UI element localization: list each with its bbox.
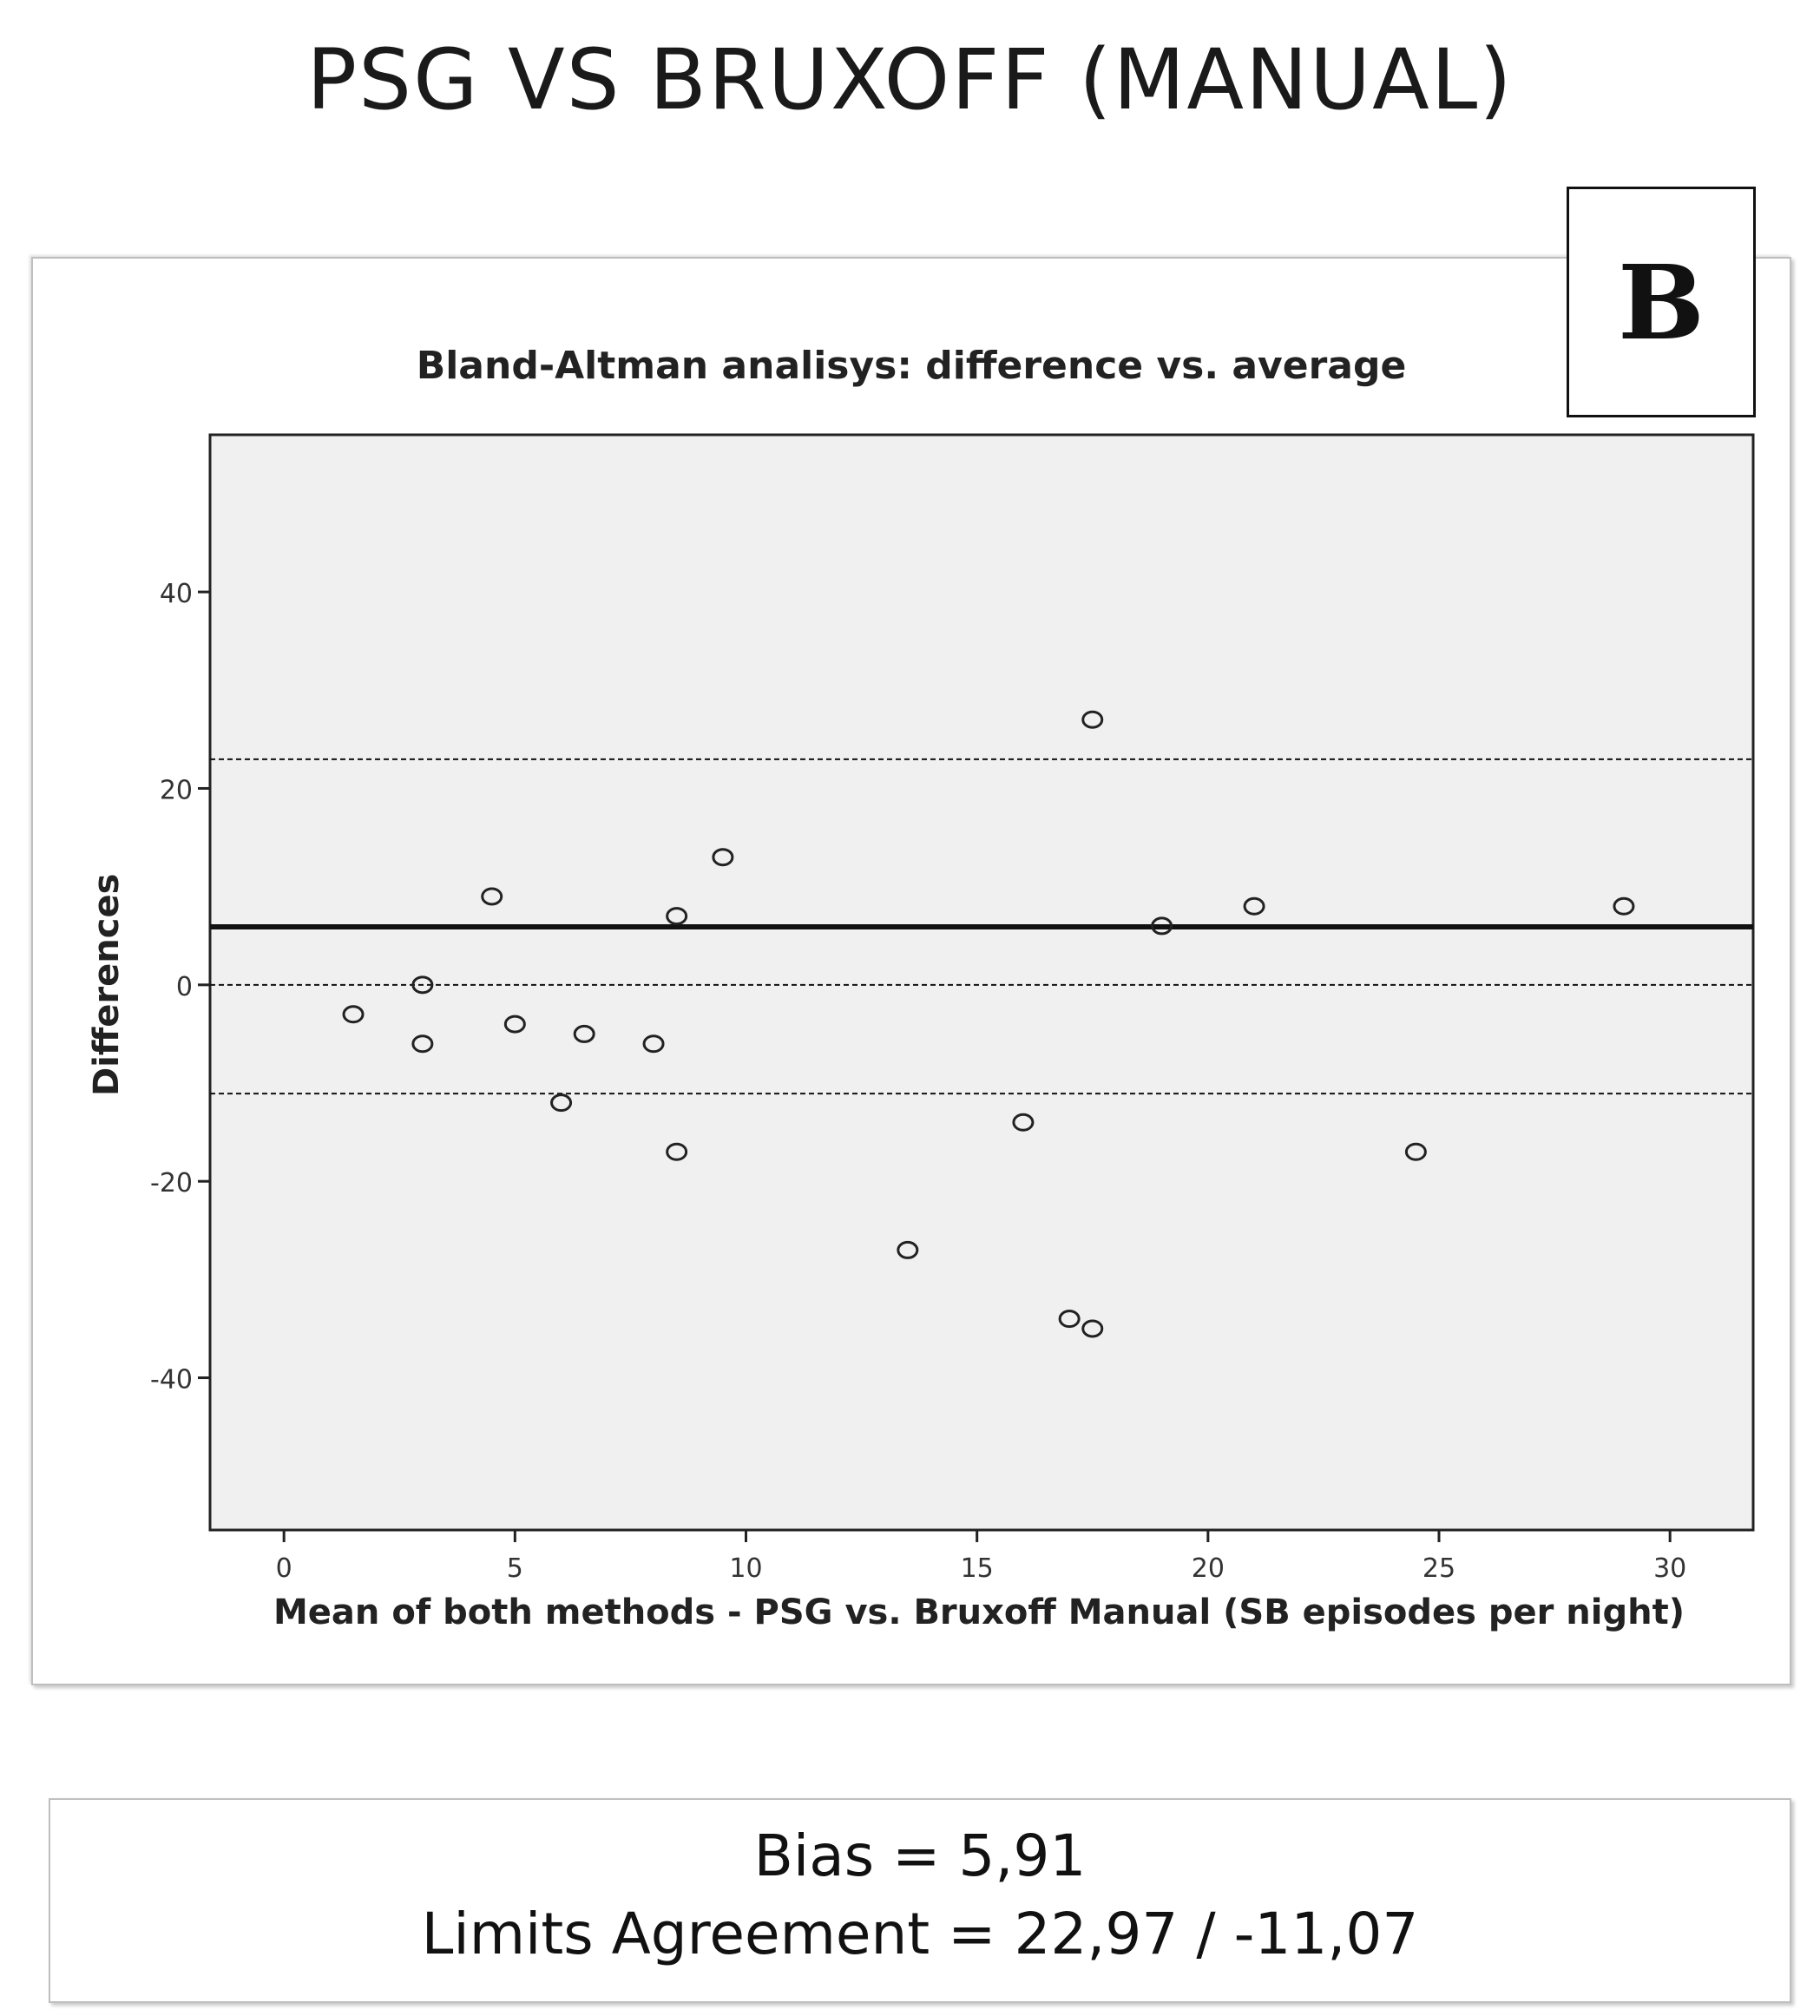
data-point	[1058, 1310, 1081, 1329]
data-point	[666, 907, 688, 926]
data-point	[1151, 916, 1173, 936]
y-axis-label: Differences	[87, 874, 127, 1096]
data-point	[481, 887, 503, 906]
bland-altman-chart: Bland-Altman analisys: difference vs. av…	[87, 344, 1755, 1632]
data-point	[573, 1024, 595, 1043]
data-point	[1243, 896, 1265, 916]
panel-label: B	[1567, 187, 1756, 417]
data-point	[1012, 1113, 1035, 1132]
limits-agreement-text: Limits Agreement = 22,97 / -11,07	[421, 1901, 1419, 1967]
data-point	[642, 1034, 665, 1054]
data-point	[1081, 710, 1104, 729]
chart-title: Bland-Altman analisys: difference vs. av…	[417, 344, 1407, 388]
data-point	[342, 1005, 365, 1024]
data-point	[1404, 1142, 1427, 1161]
data-point	[666, 1142, 688, 1161]
data-point	[712, 848, 734, 867]
x-tick-label: 25	[1422, 1553, 1455, 1584]
x-tick-label: 30	[1653, 1553, 1686, 1584]
bias-text: Bias = 5,91	[753, 1822, 1087, 1889]
data-point	[503, 1015, 526, 1034]
data-point	[411, 1034, 434, 1054]
x-axis-label: Mean of both methods - PSG vs. Bruxoff M…	[273, 1592, 1685, 1632]
x-tick-label: 10	[729, 1553, 762, 1584]
chart-frame: Bland-Altman analisys: difference vs. av…	[31, 257, 1791, 1685]
y-tick-label: -40	[150, 1365, 193, 1395]
data-point	[897, 1240, 919, 1259]
page-title: PSG VS BRUXOFF (MANUAL)	[306, 31, 1514, 128]
data-point	[1081, 1319, 1104, 1338]
x-tick-label: 15	[961, 1553, 994, 1584]
data-point	[1613, 896, 1635, 916]
y-tick-label: 20	[160, 775, 193, 805]
stats-box: Bias = 5,91 Limits Agreement = 22,97 / -…	[49, 1798, 1791, 2003]
y-tick-label: -20	[150, 1168, 193, 1198]
x-tick-label: 0	[276, 1553, 292, 1584]
x-tick-label: 5	[507, 1553, 523, 1584]
y-tick-label: 0	[176, 972, 193, 1002]
y-tick-label: 40	[160, 579, 193, 609]
data-point	[411, 975, 434, 995]
plot-area	[208, 433, 1755, 1532]
x-tick-label: 20	[1192, 1553, 1225, 1584]
data-point	[550, 1093, 573, 1113]
